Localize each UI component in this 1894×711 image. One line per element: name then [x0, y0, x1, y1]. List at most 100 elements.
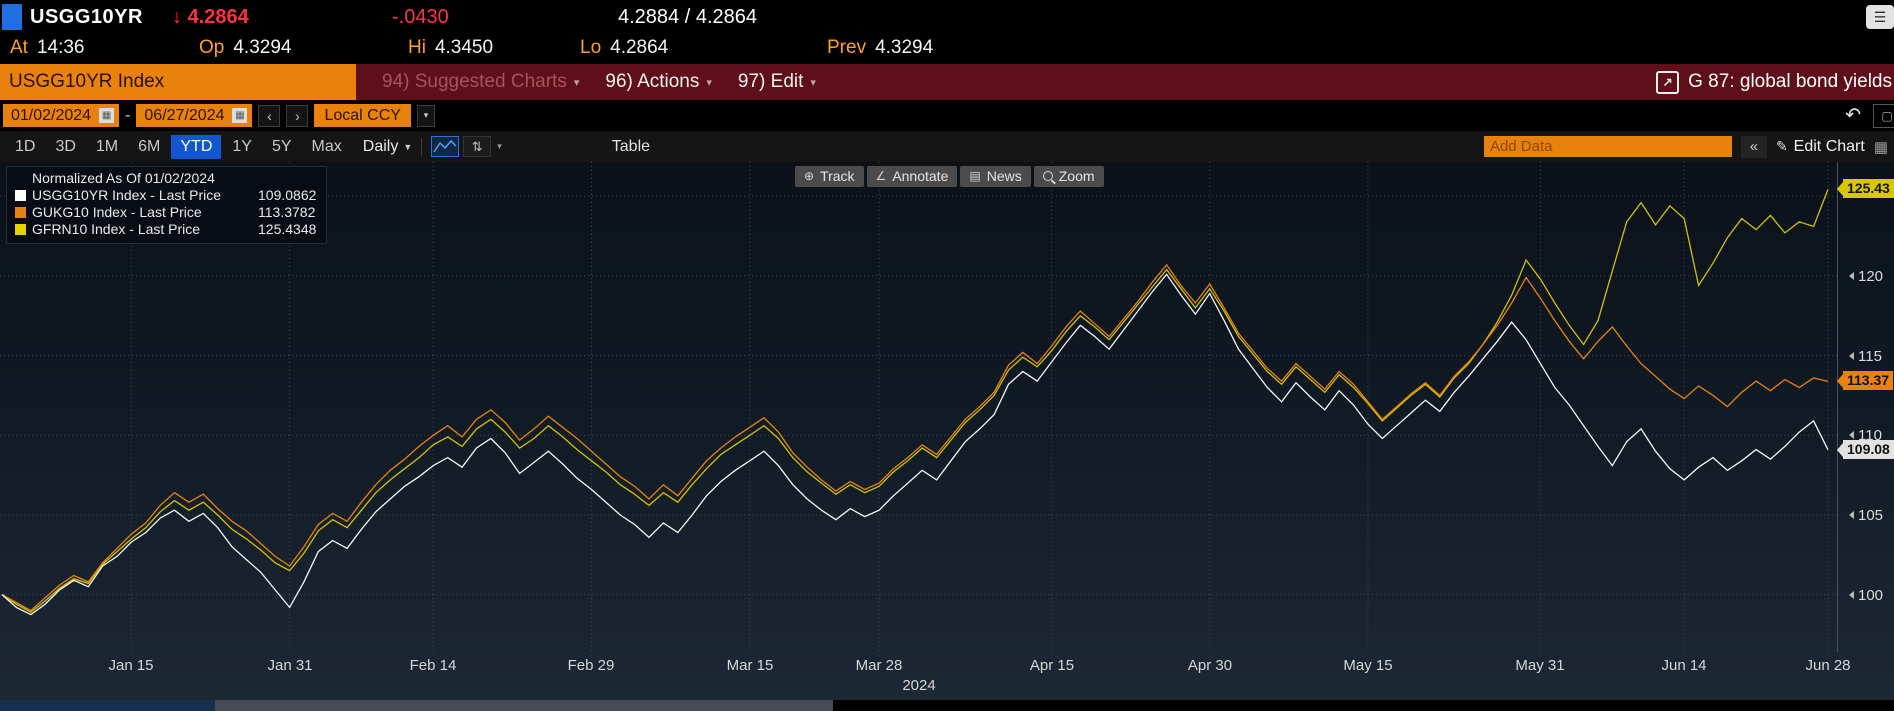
compare-axes-button[interactable]: ⇅: [463, 136, 492, 157]
x-axis-label: Apr 15: [1029, 657, 1075, 674]
range-forward-button[interactable]: ›: [286, 104, 309, 127]
x-axis-label: Mar 15: [726, 657, 774, 674]
period-tab-1m[interactable]: 1M: [95, 137, 119, 155]
period-tab-5y[interactable]: 5Y: [271, 137, 292, 155]
low-label: Lo: [580, 37, 602, 58]
edit-chart-button[interactable]: ✎ Edit Chart: [1775, 137, 1865, 155]
table-view-button[interactable]: Table: [611, 137, 651, 155]
chart-legend: Normalized As Of 01/02/2024 USGG10YR Ind…: [6, 166, 328, 244]
menu-actions[interactable]: 96) Actions ▾: [605, 71, 712, 92]
y-axis-label: 105: [1849, 506, 1883, 524]
panel-menu-icon[interactable]: ☰: [1866, 5, 1894, 29]
annotate-label: Annotate: [892, 168, 949, 184]
add-data-input[interactable]: [1483, 136, 1732, 157]
period-tab-3d[interactable]: 3D: [55, 137, 76, 155]
legend-item: GFRN10 Index - Last Price 125.4348: [15, 221, 316, 237]
date-range-dash: -: [125, 106, 131, 124]
menu-suggested-charts[interactable]: 94) Suggested Charts ▾: [382, 71, 580, 92]
y-axis-label: 115: [1849, 347, 1882, 365]
high-label: Hi: [408, 37, 426, 58]
last-price-badge-gfrn10: 125.43: [1837, 179, 1894, 198]
chevron-down-icon: ▾: [706, 76, 712, 89]
line-chart-type-button[interactable]: [431, 136, 460, 157]
bid-ask: 4.2884 / 4.2864: [618, 6, 758, 28]
zoom-button[interactable]: Zoom: [1033, 166, 1104, 187]
quote-stats-row: At 14:36 Op 4.3294 Hi 4.3450 Lo 4.2864 Prev 4…: [0, 34, 1894, 64]
chevron-down-icon[interactable]: ▾: [497, 141, 502, 151]
legend-color-chip: [15, 189, 26, 201]
range-back-button[interactable]: ‹: [258, 104, 281, 127]
price-change: -.0430: [392, 6, 449, 28]
frequency-dropdown[interactable]: Daily ▼: [362, 137, 413, 155]
x-axis-label: May 31: [1515, 657, 1565, 674]
period-tab-1y[interactable]: 1Y: [232, 137, 252, 155]
chevron-down-icon: ▾: [573, 76, 580, 89]
panel-options-icon[interactable]: ▢: [1873, 103, 1894, 128]
news-button[interactable]: ▤ News: [960, 166, 1031, 187]
series-line-gfrn10: [1, 189, 1829, 613]
pencil-icon: ✎: [1775, 138, 1788, 154]
calendar-icon[interactable]: ▦: [232, 108, 248, 123]
period-tab-6m[interactable]: 6M: [138, 137, 161, 155]
prev-label: Prev: [827, 37, 867, 58]
currency-dropdown-button[interactable]: ▾: [416, 104, 435, 127]
down-arrow-icon: ↓: [172, 6, 182, 28]
annotate-icon: ∠: [875, 169, 887, 183]
chart-toolbar: 1D 3D 1M 6M YTD 1Y 5Y Max Daily ▼ ⇅ ▾ Table « ✎…: [0, 131, 1894, 162]
scrollbar-left-segment[interactable]: [0, 700, 215, 711]
legend-item-label: GFRN10 Index - Last Price: [32, 221, 201, 237]
legend-item: USGG10YR Index - Last Price 109.0862: [15, 187, 316, 203]
track-button[interactable]: ⊕ Track: [795, 166, 864, 187]
chart-grid-icon[interactable]: ▦: [1873, 138, 1888, 156]
date-to-field[interactable]: 06/27/2024 ▦: [136, 104, 253, 127]
news-icon: ▤: [969, 169, 981, 183]
at-value: 14:36: [36, 37, 85, 58]
calendar-icon[interactable]: ▦: [99, 108, 115, 123]
scrollbar-thumb[interactable]: [215, 700, 833, 711]
y-axis-label: 110: [1849, 426, 1882, 444]
security-field[interactable]: USGG10YR Index: [0, 64, 356, 100]
legend-item-value: 125.4348: [258, 221, 317, 237]
date-from-field[interactable]: 01/02/2024 ▦: [3, 104, 120, 127]
last-price-badge-usgg10yr: 109.08: [1837, 440, 1894, 459]
y-axis-label: 120: [1849, 267, 1883, 285]
security-header: USGG10YR ↓ 4.2864 -.0430 4.2884 / 4.2864…: [0, 0, 1894, 34]
low-value: 4.2864: [610, 37, 669, 58]
chevron-down-icon: ▼: [403, 141, 413, 152]
undo-icon[interactable]: ↶: [1845, 104, 1861, 126]
period-tab-1d[interactable]: 1D: [15, 137, 36, 155]
series-line-usgg10yr: [1, 273, 1829, 616]
chart-tools: ⊕ Track ∠ Annotate ▤ News Zoom: [795, 166, 1104, 187]
high-value: 4.3450: [434, 37, 494, 58]
x-axis-label: Apr 30: [1187, 657, 1233, 674]
x-axis-label: Jan 15: [108, 657, 154, 674]
bottom-scrollbar: [0, 700, 1894, 711]
chart-canvas[interactable]: [0, 162, 1838, 652]
legend-color-chip: [15, 223, 26, 235]
currency-selector[interactable]: Local CCY: [314, 104, 411, 127]
zoom-label: Zoom: [1058, 168, 1095, 184]
collapse-panel-button[interactable]: «: [1740, 135, 1767, 158]
line-chart-icon: [433, 139, 457, 152]
menu-edit[interactable]: 97) Edit ▾: [737, 71, 816, 92]
x-axis-label: Feb 14: [409, 657, 457, 674]
toolbar-divider: [421, 137, 423, 156]
last-price: ↓ 4.2864: [172, 6, 249, 28]
export-icon[interactable]: ↗: [1656, 70, 1680, 94]
period-tab-ytd[interactable]: YTD: [171, 134, 222, 159]
series-line-gukg10: [1, 263, 1829, 612]
track-label: Track: [820, 168, 855, 184]
date-range-toolbar: 01/02/2024 ▦ - 06/27/2024 ▦ ‹ › Local CC…: [0, 100, 1894, 131]
prev-value: 4.3294: [875, 37, 934, 58]
annotate-button[interactable]: ∠ Annotate: [866, 166, 958, 187]
period-tab-max[interactable]: Max: [311, 137, 342, 155]
open-value: 4.3294: [233, 37, 292, 58]
last-price-badge-gukg10: 113.37: [1836, 371, 1894, 390]
x-axis-label: Jun 28: [1805, 657, 1851, 674]
period-tabs: 1D 3D 1M 6M YTD 1Y 5Y Max: [6, 134, 351, 159]
x-axis-label: Jun 14: [1661, 657, 1707, 674]
legend-item-label: GUKG10 Index - Last Price: [32, 204, 202, 220]
legend-item-value: 109.0862: [258, 187, 317, 203]
chevron-down-icon: ▾: [810, 76, 816, 89]
